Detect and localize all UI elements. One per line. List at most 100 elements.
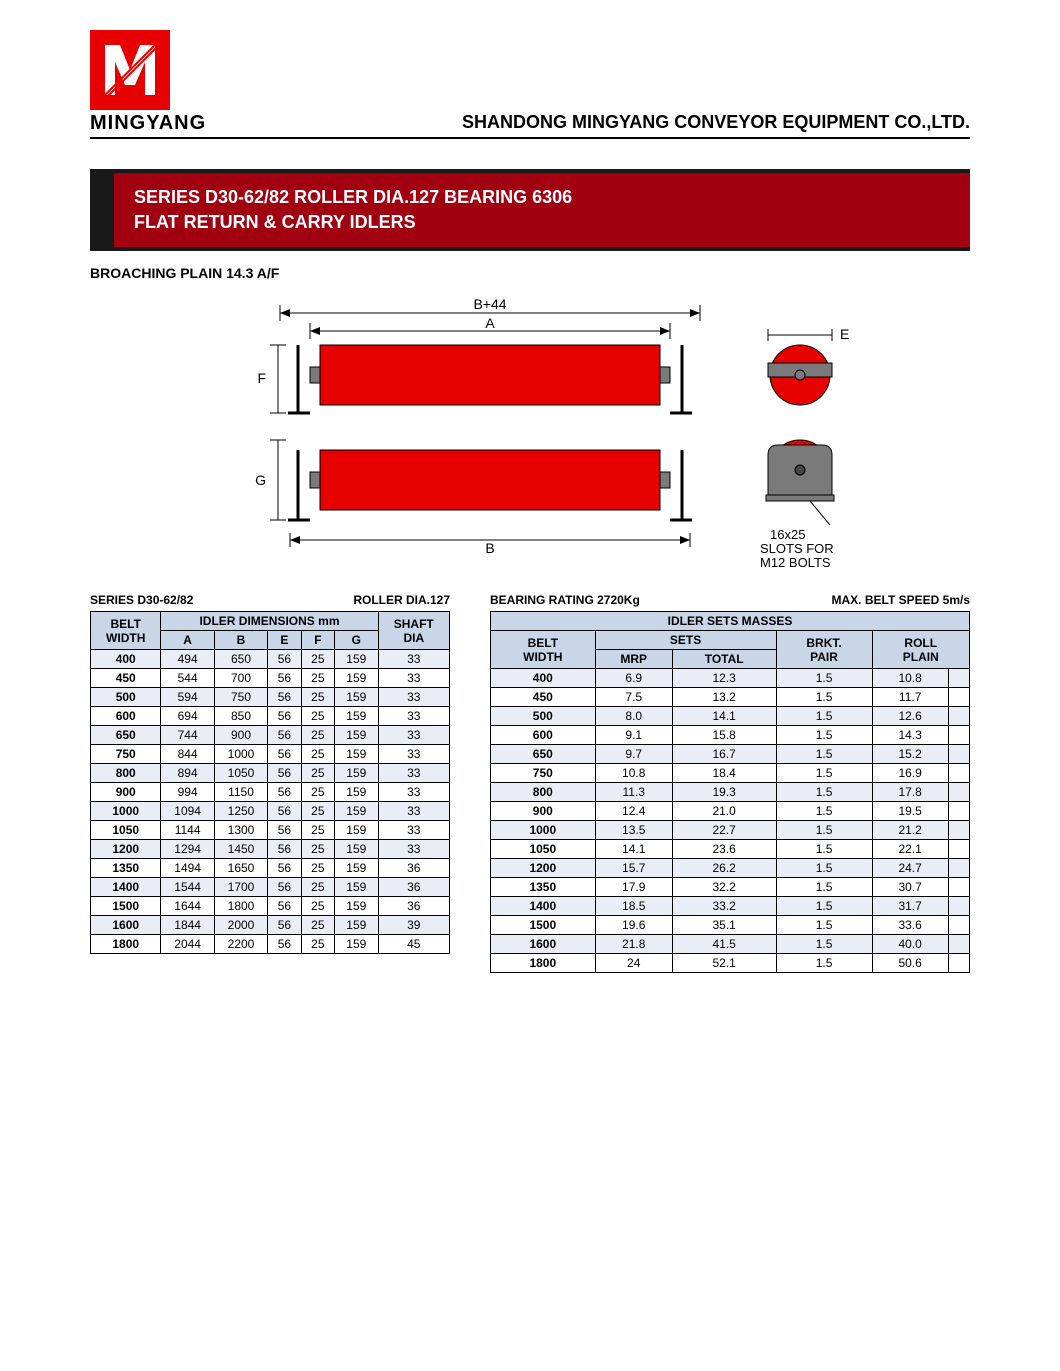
table-cell: 17.8 [872,783,948,802]
table-cell: 11.7 [872,688,948,707]
table-cell: 600 [91,707,161,726]
table-cell: 25 [301,859,334,878]
table-cell: 159 [335,688,378,707]
table-cell: 17.9 [595,878,672,897]
slot-note-1: 16x25 [770,527,805,542]
th2-total: TOTAL [672,650,776,669]
table-cell: 159 [335,669,378,688]
table-cell: 12.6 [872,707,948,726]
table2-block: BEARING RATING 2720Kg MAX. BELT SPEED 5m… [490,593,970,973]
table-cell: 7.5 [595,688,672,707]
table-cell: 400 [91,650,161,669]
table-cell: 500 [491,707,596,726]
table-row: 160018442000562515939 [91,916,450,935]
dim-label-bplus: B+44 [473,296,506,312]
table-cell [948,954,969,973]
table-cell: 25 [301,935,334,954]
table-cell [948,878,969,897]
table-cell: 700 [214,669,267,688]
table-cell: 744 [161,726,214,745]
table-cell: 1.5 [776,935,872,954]
table-cell: 41.5 [672,935,776,954]
table-cell: 1000 [91,802,161,821]
table-cell [948,707,969,726]
title-band: SERIES D30-62/82 ROLLER DIA.127 BEARING … [90,169,970,251]
table-cell: 56 [268,916,301,935]
table-cell: 159 [335,745,378,764]
table-cell: 33 [378,688,449,707]
table-cell: 36 [378,859,449,878]
table-cell: 159 [335,859,378,878]
table-cell: 1.5 [776,897,872,916]
table-cell [948,897,969,916]
table-row: 75010.818.41.516.9 [491,764,970,783]
table-cell: 1.5 [776,821,872,840]
table-cell [948,935,969,954]
table-cell: 25 [301,878,334,897]
th-f: F [301,631,334,650]
table-cell [948,783,969,802]
table-cell [948,840,969,859]
table-cell: 900 [491,802,596,821]
slot-note-2: SLOTS FOR [760,541,834,556]
th-belt-width: BELT WIDTH [91,612,161,650]
table-cell: 12.3 [672,669,776,688]
table-cell: 800 [91,764,161,783]
table-cell: 14.1 [595,840,672,859]
table-cell: 21.0 [672,802,776,821]
th2-sets: SETS [595,631,776,650]
table-row: 160021.841.51.540.0 [491,935,970,954]
subtitle: BROACHING PLAIN 14.3 A/F [90,265,970,281]
table-cell: 159 [335,707,378,726]
th-g: G [335,631,378,650]
table-cell: 21.8 [595,935,672,954]
table-cell: 25 [301,707,334,726]
table-cell: 39 [378,916,449,935]
table-cell: 33.6 [872,916,948,935]
table-cell: 56 [268,764,301,783]
table-cell: 450 [91,669,161,688]
table-cell: 1494 [161,859,214,878]
dim-label-a: A [485,315,495,331]
table-cell [948,726,969,745]
table-cell: 22.7 [672,821,776,840]
table-cell: 13.2 [672,688,776,707]
table-row: 105011441300562515933 [91,821,450,840]
table-cell: 1050 [214,764,267,783]
table-cell: 1600 [491,935,596,954]
table-cell: 1500 [491,916,596,935]
table-cell: 1144 [161,821,214,840]
table-cell: 1800 [91,935,161,954]
table-cell: 25 [301,745,334,764]
table-cell: 544 [161,669,214,688]
table-cell: 56 [268,897,301,916]
table-cell: 36 [378,897,449,916]
table-cell: 10.8 [872,669,948,688]
table-cell: 1600 [91,916,161,935]
table-cell: 1.5 [776,916,872,935]
table-cell: 25 [301,650,334,669]
table-cell: 2044 [161,935,214,954]
table-row: 18002452.11.550.6 [491,954,970,973]
th2-mrp: MRP [595,650,672,669]
table-cell: 15.2 [872,745,948,764]
table-cell: 33 [378,650,449,669]
table-cell: 750 [214,688,267,707]
table2-head: IDLER SETS MASSES BELT WIDTH SETS BRKT. … [491,612,970,669]
table-cell: 159 [335,783,378,802]
th2-brkt: BRKT. PAIR [776,631,872,669]
table-cell: 1.5 [776,688,872,707]
table-cell: 45 [378,935,449,954]
table-cell: 494 [161,650,214,669]
tables-row: SERIES D30-62/82 ROLLER DIA.127 BELT WID… [90,593,970,973]
th2-belt-width: BELT WIDTH [491,631,596,669]
table-cell: 1300 [214,821,267,840]
table-row: 90012.421.01.519.5 [491,802,970,821]
slot-note-3: M12 BOLTS [760,555,831,570]
table-row: 80011.319.31.517.8 [491,783,970,802]
table-cell: 33 [378,707,449,726]
table-cell [948,859,969,878]
table-cell: 2200 [214,935,267,954]
table-cell: 1.5 [776,859,872,878]
dim-label-b: B [485,540,494,556]
